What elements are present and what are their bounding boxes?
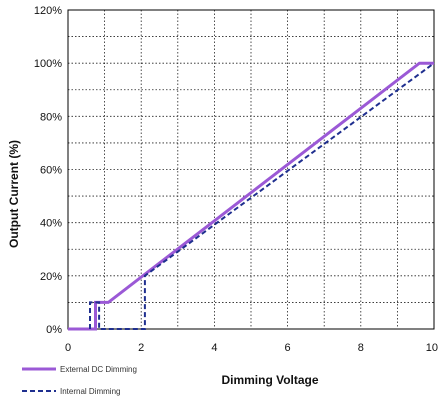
y-tick-label: 80% — [40, 111, 62, 123]
series-line-internal-dimming — [89, 62, 435, 330]
y-tick-label: 40% — [40, 218, 62, 230]
legend-label: Internal Dimming — [60, 387, 120, 396]
series-layer — [68, 61, 435, 331]
x-tick-label: 4 — [211, 342, 217, 354]
y-axis-title: Output Current (%) — [7, 140, 21, 248]
x-tick-label: 0 — [65, 342, 71, 354]
x-axis-ticks: 0 2 4 6 8 10 — [65, 342, 438, 354]
y-tick-label: 60% — [40, 165, 62, 177]
legend-label: External DC Dimming — [60, 365, 137, 374]
y-tick-label: 120% — [34, 5, 62, 17]
x-tick-label: 10 — [426, 342, 438, 354]
y-tick-label: 0% — [46, 324, 62, 336]
x-tick-label: 2 — [138, 342, 144, 354]
x-tick-label: 8 — [358, 342, 364, 354]
legend: External DC Dimming Internal Dimming — [22, 365, 137, 396]
y-axis-ticks: 0% 20% 40% 60% 80% 100% 120% — [34, 5, 62, 336]
x-tick-label: 6 — [285, 342, 291, 354]
grid — [68, 10, 434, 329]
x-axis-title: Dimming Voltage — [221, 373, 318, 387]
y-tick-label: 20% — [40, 271, 62, 283]
plot-frame — [67, 9, 435, 330]
y-tick-label: 100% — [34, 58, 62, 70]
